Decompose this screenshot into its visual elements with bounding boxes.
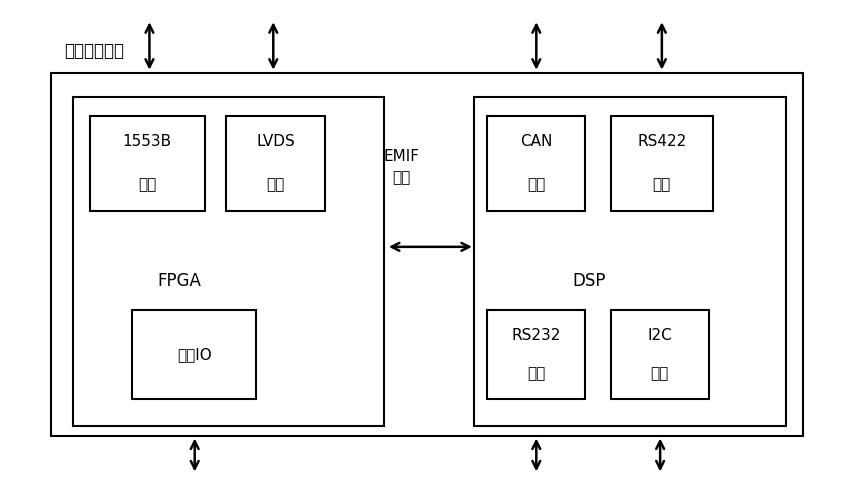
Bar: [90, 116, 205, 211]
Bar: [486, 310, 584, 399]
Text: DSP: DSP: [572, 272, 606, 290]
Text: RS422: RS422: [636, 134, 686, 149]
Text: 总线: 总线: [526, 178, 544, 193]
Text: 总线: 总线: [138, 178, 156, 193]
Text: 总线: 总线: [652, 178, 670, 193]
Text: RS232: RS232: [511, 328, 560, 343]
Text: CAN: CAN: [519, 134, 551, 149]
Text: 1553B: 1553B: [123, 134, 171, 149]
Text: LVDS: LVDS: [256, 134, 294, 149]
Bar: [473, 97, 785, 426]
Bar: [610, 116, 712, 211]
Bar: [610, 310, 708, 399]
Text: I2C: I2C: [647, 328, 671, 343]
Text: 总线: 总线: [650, 366, 668, 381]
Text: 总线: 总线: [526, 366, 544, 381]
Text: 综合管控单元: 综合管控单元: [64, 42, 124, 60]
Bar: [132, 310, 256, 399]
Bar: [51, 73, 802, 436]
Text: FPGA: FPGA: [157, 272, 201, 290]
Bar: [73, 97, 384, 426]
Text: 并行IO: 并行IO: [177, 347, 212, 362]
Bar: [226, 116, 324, 211]
Bar: [486, 116, 584, 211]
Text: EMIF
总线: EMIF 总线: [383, 149, 419, 185]
Text: 总线: 总线: [266, 178, 284, 193]
